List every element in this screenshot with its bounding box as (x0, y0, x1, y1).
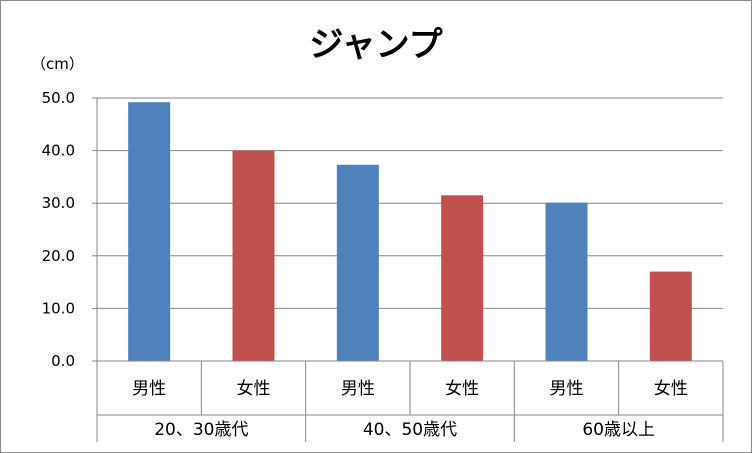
y-tick-label: 0.0 (51, 352, 75, 370)
bars (128, 102, 692, 361)
x-category-label: 男性 (341, 379, 375, 399)
y-tick-label: 30.0 (42, 194, 75, 212)
bar (649, 271, 692, 361)
bar (232, 150, 275, 361)
y-tick-label: 20.0 (42, 247, 75, 265)
y-tick-label: 50.0 (42, 89, 75, 107)
grid-lines (97, 97, 723, 309)
y-axis-unit: （cm） (31, 55, 84, 73)
bar (545, 202, 588, 361)
chart-title: ジャンプ (309, 25, 442, 65)
bar (441, 195, 484, 361)
x-category-label: 女性 (654, 379, 688, 399)
y-tick-label: 40.0 (42, 142, 75, 160)
x-group-label: 40、50歳代 (363, 420, 457, 440)
y-tick-label: 10.0 (42, 299, 75, 317)
x-category-label: 男性 (132, 379, 166, 399)
x-group-label: 60歳以上 (582, 420, 655, 440)
bar (128, 102, 171, 361)
bar (336, 164, 379, 361)
x-category-label: 女性 (445, 379, 479, 399)
x-category-label: 男性 (550, 379, 584, 399)
x-group-label: 20、30歳代 (154, 420, 248, 440)
x-category-label: 女性 (237, 379, 271, 399)
y-axis-ticks: 0.0 10.0 20.0 30.0 40.0 50.0 (42, 89, 97, 370)
x-axis: 男性 女性 男性 女性 男性 女性 20、30歳代 40、50歳代 60歳以上 (96, 98, 724, 442)
